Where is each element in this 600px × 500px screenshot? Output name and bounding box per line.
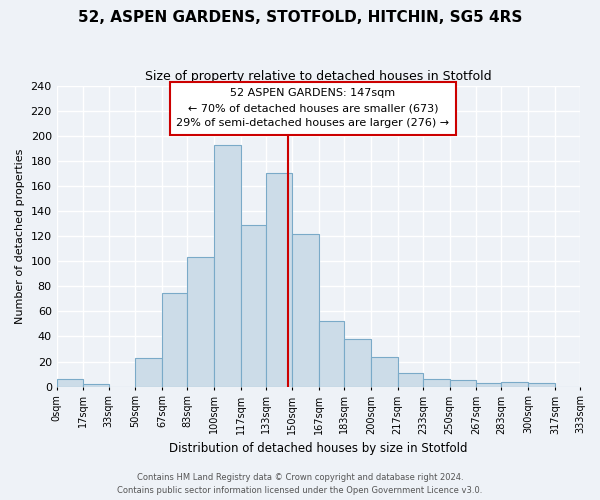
Bar — [135, 358, 162, 386]
Y-axis label: Number of detached properties: Number of detached properties — [15, 148, 25, 324]
Bar — [344, 339, 371, 386]
Bar — [423, 379, 449, 386]
Bar — [398, 373, 423, 386]
Bar — [56, 379, 83, 386]
Text: Contains HM Land Registry data © Crown copyright and database right 2024.
Contai: Contains HM Land Registry data © Crown c… — [118, 474, 482, 495]
Bar — [476, 383, 502, 386]
Text: 52, ASPEN GARDENS, STOTFOLD, HITCHIN, SG5 4RS: 52, ASPEN GARDENS, STOTFOLD, HITCHIN, SG… — [78, 10, 522, 25]
Text: 52 ASPEN GARDENS: 147sqm
← 70% of detached houses are smaller (673)
29% of semi-: 52 ASPEN GARDENS: 147sqm ← 70% of detach… — [176, 88, 449, 128]
Bar — [187, 258, 214, 386]
Bar — [292, 234, 319, 386]
Bar — [83, 384, 109, 386]
Bar — [241, 225, 266, 386]
Bar — [214, 144, 241, 386]
Bar — [528, 383, 555, 386]
Bar — [266, 174, 292, 386]
Bar — [162, 292, 187, 386]
X-axis label: Distribution of detached houses by size in Stotfold: Distribution of detached houses by size … — [169, 442, 467, 455]
Bar — [371, 356, 398, 386]
Title: Size of property relative to detached houses in Stotfold: Size of property relative to detached ho… — [145, 70, 491, 83]
Bar — [449, 380, 476, 386]
Bar — [502, 382, 528, 386]
Bar — [319, 322, 344, 386]
